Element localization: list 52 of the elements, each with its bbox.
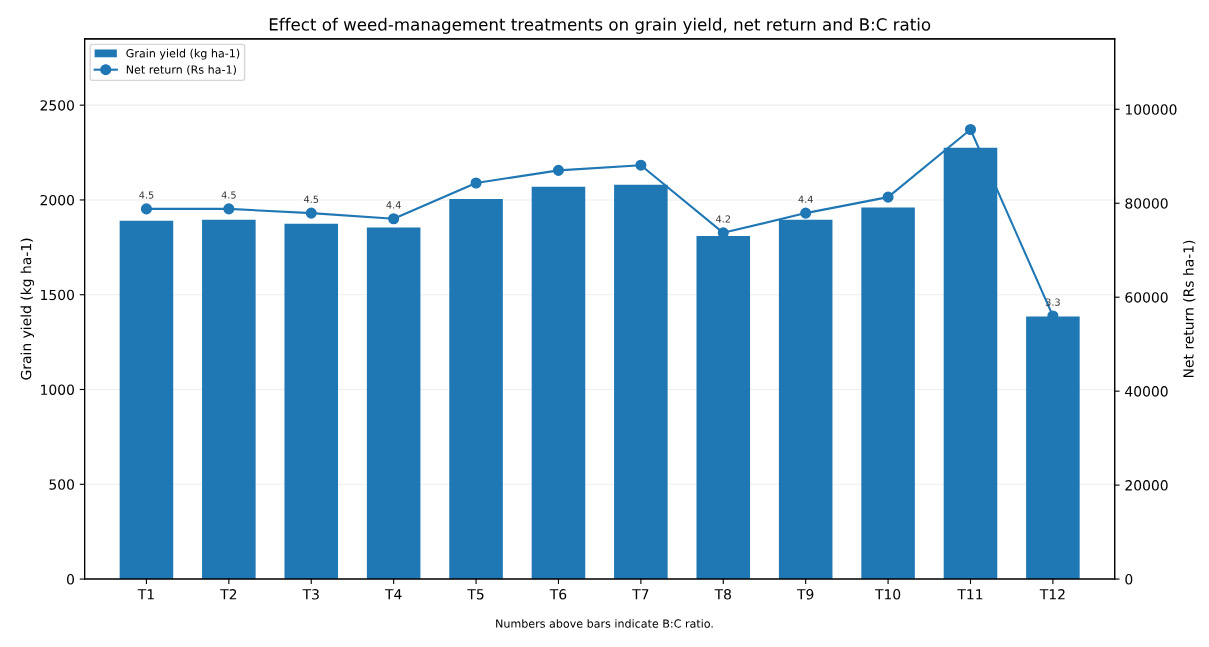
annotation: 4.5 (303, 195, 319, 203)
y-tick-label: 1500 (41, 289, 74, 301)
point (964, 123, 977, 136)
text: Numbers above bars indicate B:C ratio. (496, 619, 713, 628)
y-tick-label: 0 (66, 574, 74, 585)
point (635, 159, 647, 171)
x-tick-label: T5 (467, 589, 484, 600)
y2-tick-label: 80000 (1125, 198, 1168, 209)
x-tick-label: T4 (384, 589, 402, 600)
bar (284, 223, 339, 580)
y-tick-label: 2000 (40, 194, 74, 206)
bar (861, 207, 915, 580)
x-tick-label: T10 (874, 589, 901, 600)
x-tick-label: T12 (1039, 589, 1065, 600)
y-tick-label: 1000 (41, 384, 74, 395)
point (305, 207, 317, 219)
legend-label: Grain yield (kg ha-1) (126, 48, 240, 60)
x-tick-label: T9 (796, 589, 814, 600)
y2-tick-label: 0 (1125, 574, 1133, 585)
annotation: 4.5 (221, 191, 236, 199)
y-tick-label: 500 (49, 479, 74, 490)
bar (449, 199, 503, 580)
legend-label: Net return (Rs ha-1) (126, 65, 236, 76)
point (388, 213, 400, 225)
y2-tick-label: 60000 (1125, 292, 1168, 303)
x-tick-label: T11 (957, 589, 983, 600)
bar (202, 219, 256, 580)
x-tick-label: T7 (632, 589, 649, 600)
annotation: 4.5 (139, 191, 154, 199)
bar (119, 220, 174, 580)
x-tick-label: T1 (137, 589, 154, 600)
y-tick-label: 2500 (40, 100, 74, 111)
point (552, 164, 565, 176)
x-tick-label: T8 (714, 589, 731, 600)
annotation: 4.2 (716, 215, 731, 223)
chart-title: Effect of weed-management treatments on grain yield, net return and B:C ratio (269, 17, 931, 34)
y2-tick-label: 20000 (1125, 480, 1168, 491)
y2-axis-title: Net return (Rs ha-1) (1183, 240, 1196, 378)
point (800, 207, 812, 219)
bar (531, 186, 586, 580)
y2-tick-label: 100000 (1125, 104, 1177, 115)
x-tick-label: T6 (549, 589, 567, 600)
annotation: 4.4 (386, 201, 401, 209)
point (223, 203, 235, 215)
x-tick-label: T2 (220, 589, 237, 600)
annotation: 4.4 (798, 195, 813, 203)
point (470, 177, 482, 189)
y-axis-title: Grain yield (kg ha-1) (20, 238, 35, 380)
point (882, 191, 894, 203)
x-tick-label: T3 (302, 589, 319, 600)
point (140, 203, 152, 215)
y2-tick-label: 40000 (1125, 386, 1168, 397)
